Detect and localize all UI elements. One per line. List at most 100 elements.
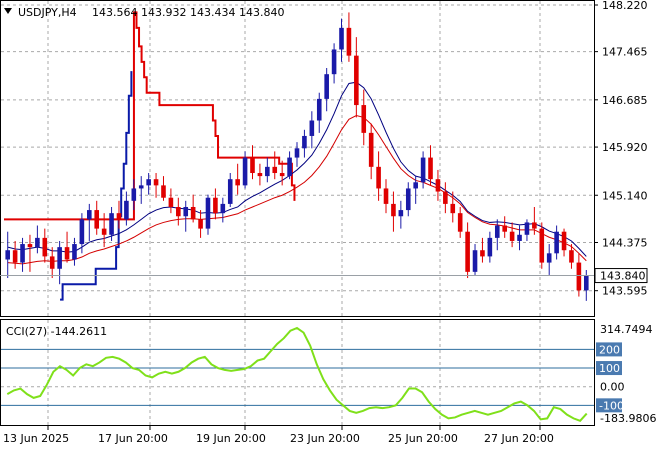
candle-body (554, 231, 559, 254)
candle (398, 200, 404, 229)
candle (242, 151, 248, 189)
time-tick-label: 25 Jun 20:00 (388, 432, 458, 445)
candle-body (101, 228, 107, 235)
candle-body (472, 250, 478, 272)
candle (49, 247, 55, 279)
candle (27, 234, 33, 272)
candle-body (391, 203, 396, 217)
candle-body (368, 132, 374, 167)
candle-body (294, 148, 300, 158)
time-tick-label: 13 Jun 2025 (3, 432, 69, 445)
cci-panel[interactable]: 200 100 0.00 -100 CCI(27) -144.2611 (0, 319, 625, 426)
candle (64, 231, 70, 263)
candle (331, 43, 337, 84)
candle (309, 111, 315, 149)
candle-body (131, 188, 137, 201)
price-panel[interactable] (0, 0, 595, 317)
candle (569, 244, 574, 269)
candle (72, 237, 77, 266)
candle (279, 160, 285, 186)
candle-body (205, 197, 211, 229)
candle (146, 173, 151, 195)
price-tick-label: 145.140 (602, 189, 648, 202)
candle (138, 176, 144, 204)
candle (131, 179, 137, 211)
candle-body (79, 219, 85, 245)
candle-body (27, 244, 33, 248)
candle-body (287, 157, 292, 177)
candle (391, 191, 396, 232)
cci-level-label: 0.00 (600, 381, 625, 394)
candle (109, 206, 114, 241)
candle-body (339, 27, 344, 50)
candle-body (109, 213, 114, 235)
candle (354, 37, 359, 118)
candle-body (398, 210, 404, 217)
candle-body (561, 231, 567, 251)
candle-body (324, 74, 329, 99)
candle (57, 240, 62, 285)
candle (116, 200, 122, 229)
candle (316, 92, 322, 133)
candle (546, 244, 552, 275)
candle-body (72, 244, 77, 260)
candle-body (190, 206, 196, 220)
candle-body (49, 256, 55, 269)
candle-body (265, 166, 270, 177)
candle (190, 194, 196, 223)
time-axis: 13 Jun 2025 17 Jun 20:00 19 Jun 20:00 23 Ju… (3, 426, 554, 445)
candle-body (532, 222, 537, 229)
candle (168, 188, 174, 214)
candle-body (168, 197, 174, 207)
candle-body (279, 173, 285, 177)
candle-body (354, 55, 359, 106)
candle-body (428, 157, 433, 180)
candle (294, 142, 300, 167)
candle (339, 18, 344, 62)
candle (287, 151, 292, 180)
candle (420, 151, 426, 189)
candle-body (138, 185, 144, 189)
candle (42, 228, 48, 263)
candle-body (309, 120, 315, 136)
cci-level-box (596, 361, 622, 376)
lower-stop-line (60, 71, 133, 301)
price-tick-label: 146.685 (602, 94, 648, 107)
candle-body (443, 191, 448, 204)
collapse-triangle-icon[interactable] (4, 8, 12, 14)
candle-body (176, 206, 181, 217)
candle (517, 225, 522, 251)
cci-level-lines: 200 100 0.00 -100 (1, 342, 625, 413)
candle (524, 219, 530, 241)
ohlc-values: 143.564 143.932 143.434 143.840 (92, 6, 284, 19)
candle-body (57, 247, 62, 269)
candle (502, 216, 507, 238)
candle (346, 12, 352, 62)
candle-body (272, 166, 278, 174)
candle (101, 213, 107, 248)
cci-max-label: 314.7494 (600, 323, 653, 336)
candle (383, 179, 389, 214)
candle-body (361, 105, 367, 133)
candle (576, 253, 582, 297)
candle (198, 210, 203, 238)
candle (272, 151, 278, 180)
candle (35, 225, 40, 254)
price-tick-label: 145.920 (602, 141, 648, 154)
cci-line (6, 326, 588, 422)
candle-body (42, 237, 48, 257)
candle-body (413, 182, 418, 189)
candle-body (153, 179, 159, 186)
candle (368, 123, 374, 180)
candle (561, 228, 567, 257)
candle-body (257, 173, 263, 177)
cci-title: CCI(27) -144.2611 (6, 325, 107, 338)
candle-body (213, 197, 218, 214)
candle (450, 191, 456, 223)
candle-body (124, 200, 129, 220)
time-tick-label: 19 Jun 20:00 (196, 432, 266, 445)
candle (405, 182, 411, 217)
candle-body (302, 135, 307, 149)
cci-axis: 314.7494 -183.9806 (600, 323, 656, 425)
